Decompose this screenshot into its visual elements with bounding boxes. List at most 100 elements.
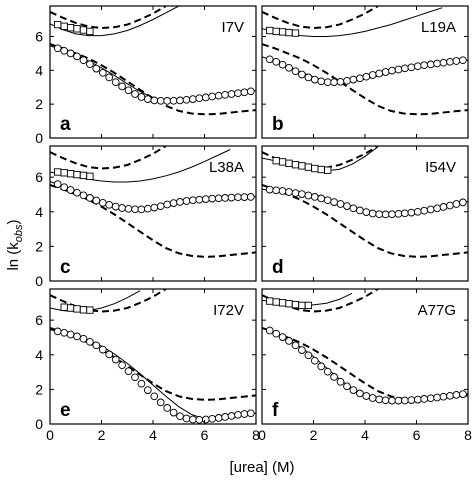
square-data-point (298, 162, 306, 170)
circle-data-point (118, 82, 126, 91)
y-axis-title-subscript: obs (13, 224, 25, 242)
circle-data-point (131, 205, 139, 214)
circle-data-point (420, 61, 429, 70)
y-tick-label: 2 (35, 96, 43, 112)
circle-data-point (53, 327, 62, 336)
circle-data-point (105, 73, 114, 82)
circle-data-point (221, 413, 229, 421)
circle-data-point (420, 395, 429, 403)
circle-data-point (163, 97, 172, 105)
circle-data-point (407, 208, 416, 217)
wildtype-unfolding-dashed-line (262, 289, 379, 313)
mutant-label: A77G (418, 302, 456, 319)
circle-data-point (439, 58, 448, 67)
square-data-point (266, 297, 274, 305)
circle-data-point (452, 391, 461, 399)
y-tick-label: 0 (35, 273, 43, 289)
circle-data-point (169, 408, 178, 417)
x-tick-label: 2 (310, 427, 318, 443)
circle-data-point (227, 412, 236, 420)
circle-data-point (310, 75, 319, 84)
circle-data-point (285, 188, 293, 196)
circle-data-point (381, 396, 390, 405)
circle-data-point (79, 56, 88, 65)
square-data-point (79, 306, 88, 314)
circle-data-point (143, 95, 152, 103)
circle-data-point (349, 386, 358, 394)
circle-data-point (189, 415, 197, 424)
circle-data-point (240, 88, 249, 97)
circle-data-point (426, 394, 435, 403)
square-data-point (73, 25, 81, 33)
square-data-point (304, 301, 313, 310)
square-data-point (311, 164, 319, 173)
circle-data-point (163, 404, 172, 412)
circle-data-point (375, 69, 384, 78)
y-tick-label: 0 (35, 416, 43, 432)
circle-data-point (265, 55, 274, 64)
square-data-point (60, 22, 68, 30)
circle-data-point (221, 90, 229, 99)
circle-data-point (317, 194, 326, 203)
circle-data-point (246, 409, 255, 418)
circle-data-point (343, 76, 351, 85)
wildtype-folding-dashed-line (262, 326, 468, 401)
circle-data-point (60, 46, 69, 55)
circle-data-point (343, 202, 351, 210)
x-tick-label: 6 (413, 427, 421, 443)
circle-data-point (176, 96, 184, 105)
square-data-point (291, 300, 300, 309)
circle-data-point (265, 326, 274, 335)
y-tick-label: 2 (35, 238, 43, 254)
square-data-point (86, 172, 94, 180)
mutant-label: I7V (221, 19, 244, 36)
circle-data-point (137, 93, 146, 101)
square-data-point (272, 298, 280, 306)
circle-data-point (356, 389, 364, 398)
circle-data-point (330, 373, 338, 381)
panel-b: L19A b (261, 5, 469, 139)
circle-data-point (143, 204, 152, 213)
x-tick-label: 4 (149, 427, 157, 443)
circle-data-point (433, 393, 441, 402)
circle-data-point (426, 205, 435, 214)
circle-data-point (156, 202, 165, 211)
circle-data-point (163, 200, 172, 209)
square-data-point (73, 305, 81, 313)
x-axis-title: [urea] (M) (229, 459, 294, 476)
circle-data-point (98, 68, 107, 77)
wildtype-unfolding-dashed-line (50, 146, 167, 170)
circle-data-point (150, 203, 159, 212)
circle-data-point (240, 193, 249, 201)
circle-data-point (343, 382, 351, 391)
square-data-point (272, 157, 280, 165)
square-data-point (66, 304, 75, 312)
circle-data-point (182, 95, 191, 104)
circle-data-point (124, 367, 133, 376)
circle-data-point (176, 412, 184, 421)
circle-data-point (349, 204, 358, 213)
circle-data-point (388, 210, 396, 219)
circle-data-point (86, 60, 94, 69)
circle-data-point (394, 209, 403, 218)
wildtype-unfolding-dashed-line (50, 289, 167, 313)
circle-data-point (304, 351, 313, 360)
circle-data-point (86, 194, 94, 202)
circle-data-point (131, 373, 139, 382)
mutant-label: I54V (425, 159, 456, 176)
circle-data-point (323, 367, 332, 376)
circle-data-point (246, 87, 255, 96)
circle-data-point (368, 71, 377, 79)
circle-data-point (336, 77, 345, 86)
y-tick-label: 4 (35, 62, 43, 78)
panel-letter: b (272, 114, 284, 135)
circle-data-point (401, 209, 409, 218)
circle-data-point (92, 64, 101, 73)
circle-data-point (60, 328, 69, 337)
y-axis-title-close: ) (5, 219, 22, 224)
square-data-point (278, 28, 287, 36)
circle-data-point (452, 57, 461, 65)
square-data-point (278, 299, 287, 307)
plot-area-f (262, 289, 468, 405)
circle-data-point (195, 415, 204, 424)
